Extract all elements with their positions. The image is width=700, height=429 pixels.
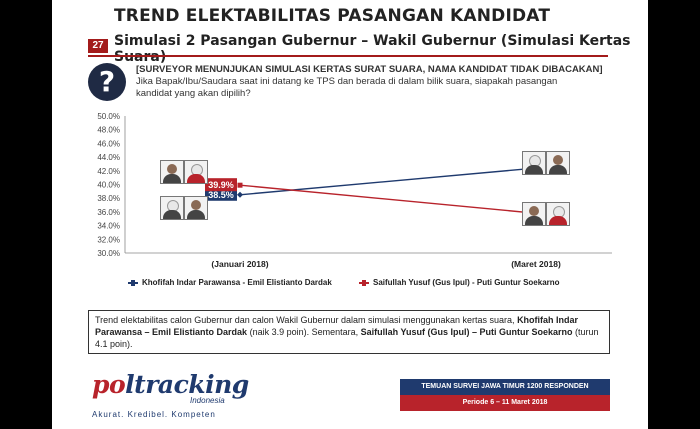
page-title: TREND ELEKTABILITAS PASANGAN KANDIDAT [114, 6, 551, 26]
title-divider [88, 55, 608, 57]
candidate-photo-puti [184, 160, 208, 184]
summary-text-3: (turun 4.1 poin). [95, 327, 599, 349]
y-tick-label: 30.0% [97, 249, 120, 258]
poltracking-logo: poltracking Indonesia Akurat. Kredibel. … [92, 370, 249, 419]
logo-po: po [92, 370, 126, 399]
x-tick-label: (Januari 2018) [211, 259, 268, 269]
candidate-photo-khofifah [160, 196, 184, 220]
y-tick-label: 50.0% [97, 112, 120, 121]
logo-subtitle: Indonesia [190, 396, 225, 405]
y-tick-label: 38.0% [97, 194, 120, 203]
survey-badge: TEMUAN SURVEI JAWA TIMUR 1200 RESPONDEN … [400, 379, 610, 411]
legend-item-series-2: Saifullah Yusuf (Gus Ipul) - Puti Guntur… [359, 278, 560, 287]
y-tick-label: 36.0% [97, 208, 120, 217]
survey-badge-title: TEMUAN SURVEI JAWA TIMUR 1200 RESPONDEN [400, 379, 610, 395]
legend-label-series-2: Saifullah Yusuf (Gus Ipul) - Puti Guntur… [373, 278, 560, 287]
page-subtitle: Simulasi 2 Pasangan Gubernur – Wakil Gub… [114, 33, 631, 65]
candidate-photo-puti-march [546, 202, 570, 226]
survey-badge-period: Periode 6 – 11 Maret 2018 [400, 395, 610, 411]
data-point [237, 182, 243, 188]
y-tick-label: 44.0% [97, 153, 120, 162]
trend-line-chart: 30.0% 32.0% 34.0% 36.0% 38.0% 40.0% 42.0% 44.0%… [97, 112, 612, 269]
candidate-photo-emil-march [546, 151, 570, 175]
data-label-box [205, 178, 237, 192]
summary-bold-2: Saifullah Yusuf (Gus Ipul) – Puti Guntur… [360, 327, 573, 337]
logo-tagline: Akurat. Kredibel. Kompeten [92, 410, 216, 419]
data-label: 38.5% [208, 190, 234, 200]
y-tick-label: 46.0% [97, 139, 120, 148]
legend-marker-red [359, 279, 369, 286]
page-number: 27 [88, 39, 108, 53]
y-tick-label: 32.0% [97, 235, 120, 244]
summary-text-2: (naik 3.9 poin). Sementara, [247, 327, 361, 337]
slide: TREND ELEKTABILITAS PASANGAN KANDIDAT 27… [52, 0, 648, 429]
legend-label-series-1: Khofifah Indar Parawansa - Emil Elistian… [142, 278, 332, 287]
summary-bold-1: Khofifah Indar Parawansa – Emil Elistian… [95, 315, 579, 337]
candidate-photo-khofifah-march [522, 151, 546, 175]
candidate-photo-emil [184, 196, 208, 220]
question-mark-icon: ? [88, 63, 126, 101]
x-tick-label: (Maret 2018) [511, 259, 561, 269]
candidate-photo-gus-ipul-march [522, 202, 546, 226]
y-tick-label: 48.0% [97, 126, 120, 135]
legend-item-series-1: Khofifah Indar Parawansa - Emil Elistian… [128, 278, 332, 287]
data-point [237, 191, 243, 198]
question-heading: [SURVEYOR MENUNJUKAN SIMULASI KERTAS SUR… [136, 64, 603, 75]
summary-box: Trend elektabilitas calon Gubernur dan c… [88, 310, 610, 354]
y-tick-label: 42.0% [97, 167, 120, 176]
legend-marker-blue [128, 279, 138, 286]
logo-rest: ltracking [125, 370, 249, 399]
summary-text-1: Trend elektabilitas calon Gubernur dan c… [95, 315, 518, 325]
y-tick-label: 34.0% [97, 222, 120, 231]
data-label: 39.9% [208, 180, 234, 190]
series-line-2 [239, 184, 537, 214]
series-line-1 [239, 167, 537, 196]
y-tick-label: 40.0% [97, 181, 120, 190]
question-text: Jika Bapak/Ibu/Saudara saat ini datang k… [136, 76, 558, 99]
candidate-photo-gus-ipul [160, 160, 184, 184]
